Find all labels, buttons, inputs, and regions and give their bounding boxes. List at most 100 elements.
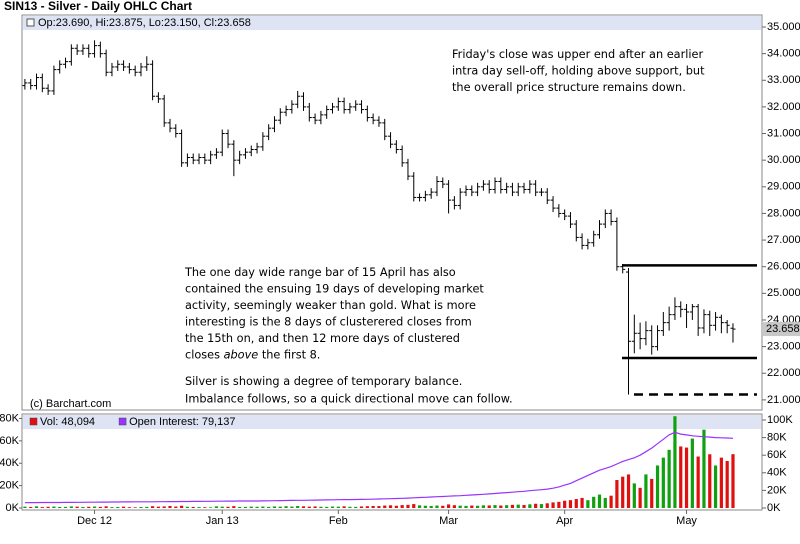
volume-bar: [383, 505, 387, 508]
volume-bar: [423, 505, 427, 508]
volume-bar: [673, 416, 677, 508]
y-tick-label: 22.000: [767, 367, 800, 379]
volume-bar: [174, 506, 178, 508]
volume-bar: [110, 507, 114, 508]
volume-bar: [690, 438, 694, 508]
volume-bar: [180, 505, 184, 508]
x-tick-label: Apr: [556, 515, 573, 527]
volume-bar: [330, 506, 335, 508]
volume-bar: [684, 447, 689, 508]
volume-bar: [452, 505, 456, 508]
volume-bar: [615, 480, 619, 508]
x-tick-label: Dec 12: [77, 515, 112, 527]
volume-bar: [400, 505, 404, 508]
last-price-label: 23.658: [766, 323, 800, 335]
annotation-segment: the first 8.: [258, 349, 320, 362]
annotation-line: contained the ensuing 19 days of develop…: [185, 283, 484, 296]
y2-tick-label: 60K: [767, 449, 787, 461]
y-tick-label: 80K: [0, 412, 20, 424]
volume-bar: [528, 504, 532, 508]
header-icon: [26, 18, 35, 27]
volume-bar: [214, 506, 219, 508]
annotation-line: intra day sell-off, holding above suppor…: [452, 65, 705, 78]
volume-bar: [621, 476, 625, 508]
volume-bar: [325, 506, 329, 508]
volume-bar: [406, 504, 410, 508]
y-tick-label: 34.000: [767, 48, 800, 60]
y-tick-label: 40K: [0, 457, 20, 469]
volume-bar: [464, 505, 468, 508]
volume-bar: [713, 465, 718, 508]
volume-bar: [243, 506, 248, 508]
volume-bar: [505, 505, 509, 508]
y-tick-label: 29.000: [767, 181, 800, 193]
volume-bar: [586, 500, 590, 508]
annotation-line: the overall price structure remains down…: [452, 81, 686, 94]
y-tick-label: 28.000: [767, 207, 800, 219]
y-tick-label: 0K: [6, 502, 20, 514]
y-tick-label: 26.000: [767, 261, 800, 273]
last-price-box: [763, 322, 800, 337]
volume-bar: [644, 474, 648, 508]
volume-bar: [551, 502, 555, 508]
volume-bar: [34, 506, 39, 508]
annotation-line: activity, seemingly weaker than gold. Wh…: [185, 299, 476, 312]
volume-bar: [563, 500, 567, 508]
x-tick-label: Jan 13: [206, 515, 239, 527]
x-tick-label: Mar: [439, 515, 458, 527]
volume-legend-band: [23, 415, 761, 429]
volume-bar: [429, 505, 433, 508]
volume-bar: [354, 506, 358, 508]
y2-tick-label: 80K: [767, 431, 787, 443]
volume-bar: [655, 465, 660, 508]
volume-bar: [249, 506, 253, 508]
volume-bar: [255, 506, 259, 508]
volume-bar: [307, 506, 311, 508]
volume-bar: [725, 461, 729, 508]
volume-bar: [23, 506, 27, 508]
annotation-line: Imbalance follows, so a quick directiona…: [185, 393, 513, 406]
volume-bar: [272, 506, 277, 508]
y2-tick-label: 20K: [767, 484, 787, 496]
volume-bar: [203, 507, 207, 508]
volume-bar: [476, 505, 480, 508]
volume-bar: [238, 506, 242, 508]
volume-bar: [371, 505, 375, 508]
volume-bar: [46, 506, 50, 508]
volume-bar: [574, 499, 578, 508]
volume-bar: [296, 505, 300, 508]
chart-title: SIN13 - Silver - Daily OHLC Chart: [4, 0, 192, 13]
volume-bar: [116, 506, 120, 508]
volume-bar: [534, 503, 538, 508]
annotation-line: The one day wide range bar of 15 April h…: [184, 266, 456, 279]
annotation-line: interesting is the 8 days of clusterered…: [185, 316, 472, 329]
volume-bar: [87, 506, 91, 508]
annotation-segment: above: [224, 349, 259, 362]
volume-bar: [377, 506, 381, 508]
y-tick-label: 35.000: [767, 21, 800, 33]
volume-bar: [388, 505, 393, 508]
volume-bar: [650, 478, 654, 508]
volume-bar: [139, 506, 143, 508]
y-tick-label: 30.000: [767, 154, 800, 166]
volume-bar: [441, 505, 445, 508]
volume-bar: [359, 506, 364, 508]
volume-bar: [168, 505, 172, 508]
volume-bar: [597, 494, 602, 508]
volume-bar: [313, 506, 317, 508]
volume-bar: [133, 507, 137, 508]
volume-bar: [417, 505, 422, 508]
volume-bar: [458, 505, 462, 508]
annotation-line: Friday's close was upper end after an ea…: [452, 48, 703, 61]
volume-bar: [92, 506, 97, 508]
annotation-segment: closes: [185, 349, 224, 362]
volume-bar: [185, 506, 190, 508]
open-interest-line: [24, 431, 734, 504]
volume-bar: [446, 504, 451, 508]
x-tick-label: May: [676, 515, 697, 527]
volume-bar: [592, 496, 596, 508]
volume-bar: [394, 505, 398, 508]
volume-bar: [232, 506, 236, 508]
volume-bar: [580, 497, 584, 508]
